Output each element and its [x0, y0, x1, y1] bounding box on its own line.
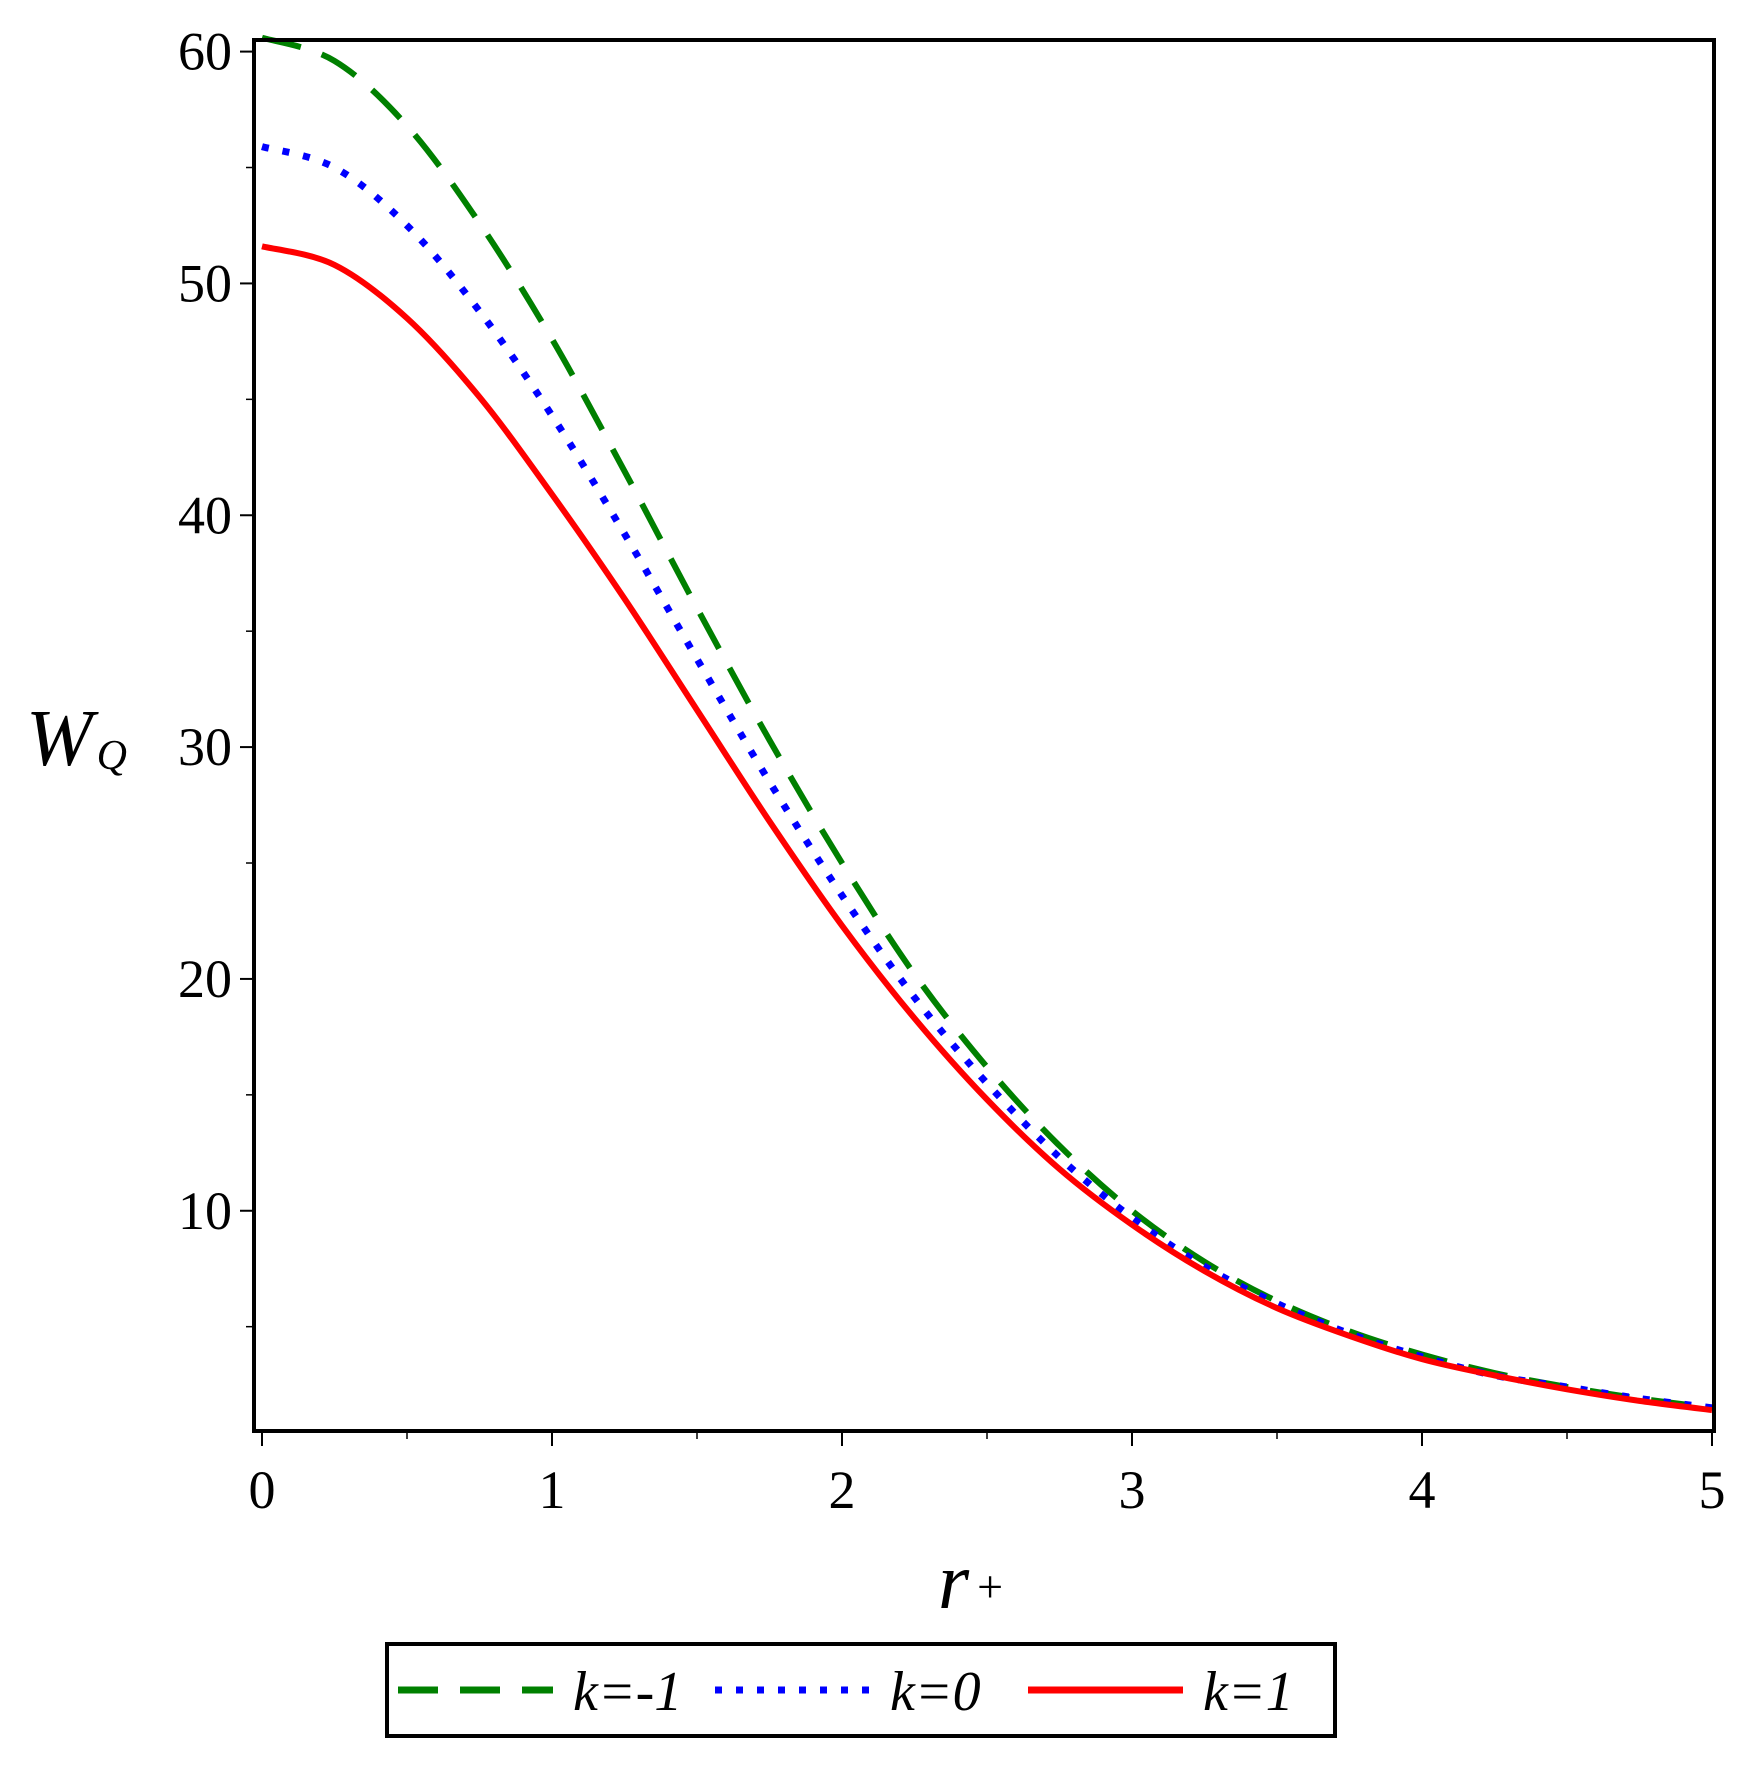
- x-axis-label-subscript: +: [977, 1561, 1003, 1612]
- x-tick-label: 2: [829, 1460, 856, 1520]
- x-tick-label: 4: [1409, 1460, 1436, 1520]
- y-axis-label-subscript: Q: [97, 733, 127, 779]
- y-axis-label: WQ: [26, 695, 127, 783]
- y-tick-label: 50: [178, 253, 232, 313]
- y-axis-ticks: 10 20 30 40 50 60: [178, 22, 254, 1241]
- x-tick-label: 3: [1119, 1460, 1146, 1520]
- series-line-k=1: [261, 243, 1713, 1414]
- legend-items: k=-1 k=0 k=1: [398, 1661, 1294, 1723]
- x-tick-label: 0: [249, 1460, 276, 1520]
- y-tick-label: 20: [178, 949, 232, 1009]
- x-axis-label-main: r: [938, 1538, 970, 1626]
- legend-label-k=0: k=0: [890, 1661, 981, 1723]
- x-tick-label: 5: [1699, 1460, 1726, 1520]
- y-axis-label-main: W: [26, 695, 99, 783]
- plot-frame: [252, 38, 1716, 1433]
- x-axis-ticks: 0 1 2 3 4 5: [249, 1431, 1726, 1520]
- series-layer: [261, 34, 1713, 1414]
- y-tick-label: 40: [178, 485, 232, 545]
- series-line-k=-1: [261, 34, 1713, 1411]
- y-tick-label: 60: [178, 22, 232, 82]
- y-tick-label: 10: [178, 1181, 232, 1241]
- legend-label-k=-1: k=-1: [573, 1661, 682, 1723]
- y-tick-label: 30: [178, 717, 232, 777]
- legend-label-k=1: k=1: [1203, 1661, 1294, 1723]
- x-tick-label: 1: [539, 1460, 566, 1520]
- x-axis-label: r +: [938, 1538, 1003, 1626]
- legend: k=-1 k=0 k=1: [385, 1642, 1337, 1738]
